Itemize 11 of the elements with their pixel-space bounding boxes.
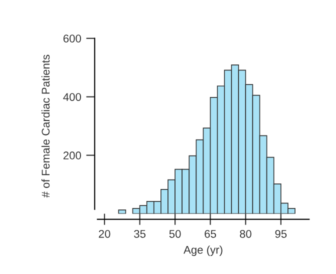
y-tick-label: 200 — [63, 152, 82, 160]
x-tick-label: 50 — [169, 230, 181, 238]
x-tick-label: 65 — [204, 230, 216, 238]
y-axis-title: # of Female Cardiac Patients — [41, 54, 50, 198]
x-tick-label: 80 — [240, 230, 252, 238]
y-tick-label: 400 — [63, 93, 82, 101]
y-tick-label: 600 — [63, 34, 82, 42]
x-tick-label: 35 — [134, 230, 146, 238]
x-axis-title: Age (yr) — [184, 246, 222, 256]
x-tick-label: 20 — [98, 230, 110, 238]
x-tick-label: 95 — [275, 230, 287, 238]
